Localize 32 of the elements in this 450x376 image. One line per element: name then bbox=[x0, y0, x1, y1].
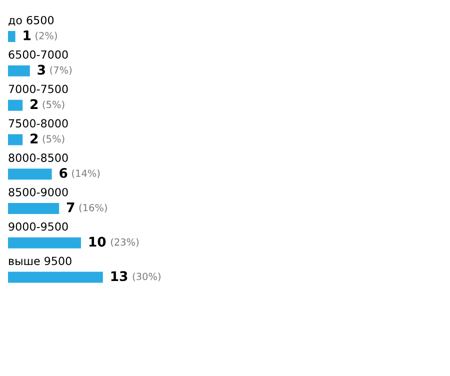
data-label: 13 bbox=[111, 271, 128, 282]
annotation: (5%) bbox=[42, 100, 64, 110]
y-tick-label: до 6500 bbox=[8, 16, 54, 26]
bar bbox=[8, 31, 16, 42]
text: (23%) bbox=[111, 238, 139, 247]
data-label: 1 bbox=[24, 30, 31, 40]
data-label: 10 bbox=[89, 236, 106, 247]
y-tick-label: 8500-9000 bbox=[8, 188, 68, 196]
bar bbox=[8, 237, 81, 248]
data-label: 7 bbox=[66, 202, 74, 212]
bar bbox=[8, 203, 60, 214]
y-tick-label: выше 9500 bbox=[9, 256, 72, 266]
y-tick-label: 7500-8000 bbox=[8, 119, 68, 128]
annotation: (5%) bbox=[42, 135, 64, 144]
y-tick-label: 6500-7000 bbox=[8, 50, 68, 59]
y-tick-label: 8000-8500 bbox=[8, 154, 68, 162]
data-label: 2 bbox=[30, 99, 38, 109]
annotation: (16%) bbox=[79, 204, 107, 212]
bar bbox=[8, 168, 52, 180]
bar bbox=[8, 100, 23, 111]
bar bbox=[8, 134, 23, 146]
annotation: (14%) bbox=[72, 169, 100, 178]
annotation: (7%) bbox=[50, 66, 72, 75]
data-label: 6 bbox=[60, 168, 68, 178]
bar bbox=[8, 272, 103, 283]
data-label: 3 bbox=[38, 64, 45, 75]
text: (30%) bbox=[132, 272, 160, 282]
data-label: 2 bbox=[30, 134, 38, 144]
bar bbox=[8, 65, 30, 76]
y-tick-label: 7000-7500 bbox=[8, 84, 68, 94]
y-tick-label: 9000-9500 bbox=[8, 222, 68, 231]
annotation: (2%) bbox=[36, 32, 57, 40]
